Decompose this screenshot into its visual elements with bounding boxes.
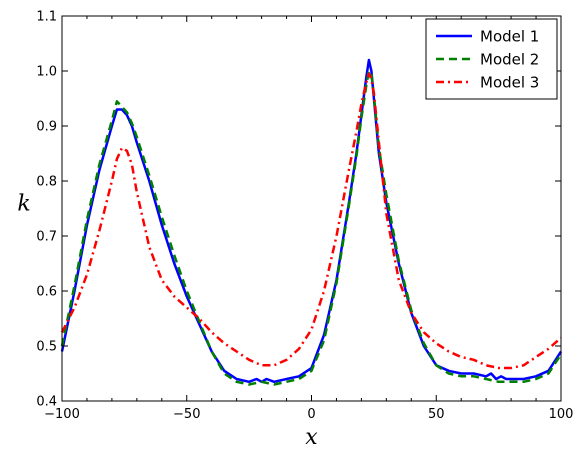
x-tick-label: −100 <box>44 407 80 422</box>
y-axis-label: k <box>17 192 30 217</box>
x-tick-label: −50 <box>173 407 200 422</box>
y-tick-label: 0.8 <box>36 175 57 190</box>
y-tick-label: 0.7 <box>36 230 57 245</box>
legend-label-2: Model 2 <box>480 51 539 69</box>
y-tick-label: 1.1 <box>36 10 57 25</box>
series-line-3 <box>60 72 562 370</box>
x-axis-label: x <box>305 425 318 450</box>
axes: −100 −50 0 50 100 0.4 0.5 0.6 0.7 0.8 0.9 1.0 1.1 <box>36 10 573 423</box>
legend-label-1: Model 1 <box>480 28 539 46</box>
y-tick-label: 1.0 <box>36 65 57 80</box>
x-tick-label: 50 <box>428 407 445 422</box>
series-line-2 <box>60 69 563 386</box>
y-tick-label: 0.6 <box>36 285 57 300</box>
plot-lines <box>60 58 563 386</box>
series-line-1 <box>60 58 563 384</box>
x-tick-label: 100 <box>549 407 574 422</box>
y-tick-label: 0.5 <box>36 340 57 355</box>
legend-label-3: Model 3 <box>480 74 539 92</box>
y-tick-label: 0.9 <box>36 120 57 135</box>
y-tick-label: 0.4 <box>36 395 57 410</box>
legend-box <box>425 18 558 100</box>
x-tick-label: 0 <box>307 407 315 422</box>
legend: Model 1 Model 2 Model 3 <box>425 18 558 100</box>
